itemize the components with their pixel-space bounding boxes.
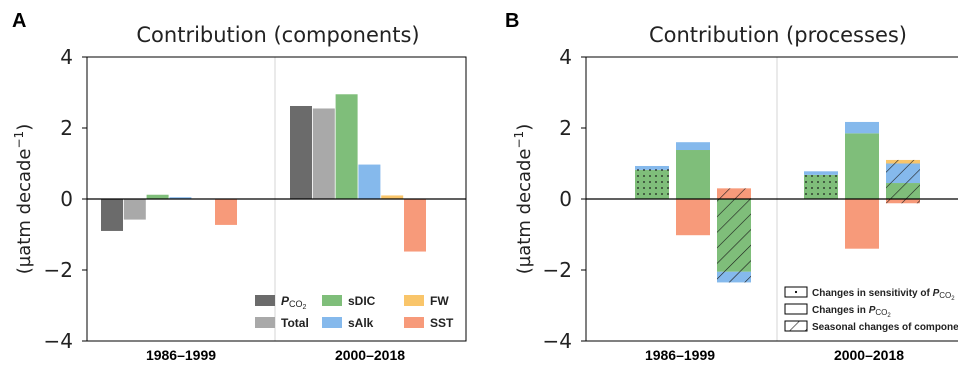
panel-a: A Contribution (components) (µatm decade… xyxy=(12,10,467,363)
legend-label-fw: FW xyxy=(430,294,449,308)
y-tick-label-b-2: 0 xyxy=(559,187,572,211)
panel-label-a: A xyxy=(12,10,26,32)
pattern-b-1-seasonal-changes-of-components-pos xyxy=(717,188,751,199)
bar-a-sst-1 xyxy=(215,199,237,225)
legend-b: Changes in sensitivity of PCO2 Changes i… xyxy=(784,286,958,333)
y-axis-label-a: (µatm decade−1) xyxy=(12,124,35,274)
category-label-a-1: 1986–1999 xyxy=(146,347,216,363)
legend-swatch-total xyxy=(255,317,275,328)
category-label-b-1: 1986–1999 xyxy=(645,347,715,363)
y-tick-label-b-1: 2 xyxy=(559,116,572,140)
legend-swatch-pco2 xyxy=(255,295,275,306)
y-axis-label-b: (µatm decade−1) xyxy=(512,124,535,274)
legend-label-sensitivity: Changes in sensitivity of PCO2 xyxy=(812,288,955,302)
legend-swatch-fw xyxy=(404,295,424,306)
legend-label-sst: SST xyxy=(430,316,454,330)
category-label-b-2: 2000–2018 xyxy=(834,347,904,363)
y-tick-label-a-2: 0 xyxy=(60,187,73,211)
y-tick-label-a-1: 2 xyxy=(60,116,73,140)
bar-a-sst-2 xyxy=(404,199,426,252)
bars-a xyxy=(101,94,426,252)
y-tick-label-b-0: 4 xyxy=(559,45,572,69)
legend-a: PCO2 Total sDIC sAlk FW SST xyxy=(255,294,454,330)
legend-dot-sensitivity xyxy=(794,290,798,294)
bar-a-sdic-2 xyxy=(335,94,358,199)
chart-title-b: Contribution (processes) xyxy=(649,23,907,47)
bar-b-2-changes-in-pco2-salk xyxy=(845,121,879,134)
y-tick-label-a-4: −4 xyxy=(44,329,73,353)
y-tick-label-a-0: 4 xyxy=(60,45,73,69)
bar-b-1-changes-in-pco2-sdic xyxy=(676,150,710,199)
category-label-a-2: 2000–2018 xyxy=(335,347,405,363)
panel-b: B Contribution (processes) (µatm decade−… xyxy=(505,10,958,363)
panel-label-b: B xyxy=(505,10,519,32)
bars-b xyxy=(635,121,920,283)
y-ticks-a: 4 2 0 −2 −4 xyxy=(44,45,87,353)
bar-b-2-changes-in-pco2-sdic xyxy=(845,133,879,199)
y-ticks-b: 4 2 0 −2 −4 xyxy=(543,45,586,353)
bar-b-1-changes-in-pco2-sst xyxy=(676,199,710,236)
bar-b-2-changes-in-pco2-sst xyxy=(845,199,879,249)
pattern-b-2-changes-in-sensitivity-of-pco2-pos xyxy=(804,171,838,199)
bar-a-pco2-2 xyxy=(290,105,312,199)
y-tick-label-b-4: −4 xyxy=(543,329,572,353)
bar-a-salk-2 xyxy=(358,164,381,199)
chart-title-a: Contribution (components) xyxy=(136,23,419,47)
plot-frame-b xyxy=(585,56,958,342)
bar-a-total-2 xyxy=(312,108,335,199)
legend-label-total: Total xyxy=(281,316,309,330)
bar-a-total-1 xyxy=(123,199,146,220)
pattern-b-1-changes-in-sensitivity-of-pco2-pos xyxy=(635,165,669,199)
legend-label-sdic: sDIC xyxy=(348,294,376,308)
bar-a-fw-2 xyxy=(381,195,404,199)
legend-label-pco2-change: Changes in PCO2 xyxy=(812,305,891,319)
legend-label-salk: sAlk xyxy=(348,316,374,330)
legend-swatch-pco2-change xyxy=(784,303,808,315)
bar-a-salk-1 xyxy=(169,197,192,199)
legend-swatch-seasonal xyxy=(784,320,808,332)
bar-b-1-changes-in-pco2-salk xyxy=(676,142,710,151)
legend-swatch-sdic xyxy=(322,295,342,306)
bar-a-sdic-1 xyxy=(146,194,169,199)
bar-a-pco2-1 xyxy=(101,199,123,231)
legend-label-pco2: PCO2 xyxy=(281,294,307,311)
pattern-b-2-seasonal-changes-of-components-pos xyxy=(886,159,920,199)
y-tick-label-a-3: −2 xyxy=(44,258,73,282)
legend-swatch-sst xyxy=(404,317,424,328)
plot-frame-a xyxy=(86,56,467,342)
legend-swatch-salk xyxy=(322,317,342,328)
legend-label-seasonal: Seasonal changes of components xyxy=(812,322,958,333)
y-tick-label-b-3: −2 xyxy=(543,258,572,282)
pattern-b-2-seasonal-changes-of-components-neg xyxy=(886,199,920,204)
pattern-b-1-seasonal-changes-of-components-neg xyxy=(717,199,751,283)
